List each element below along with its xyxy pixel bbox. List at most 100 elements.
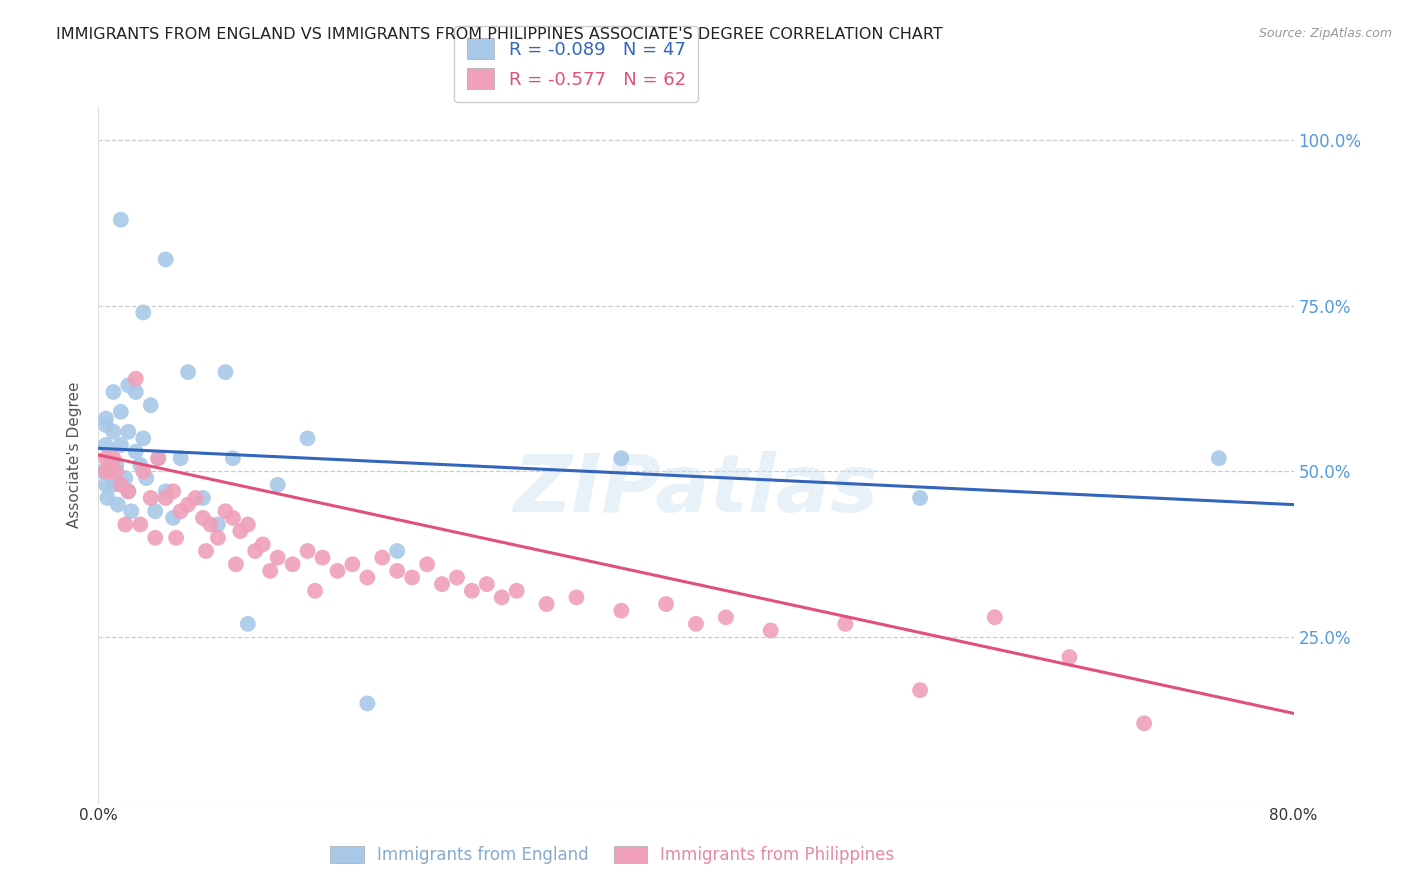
Point [908,683,931,698]
Point [759,624,782,638]
Point [143,504,166,518]
Point [135,471,157,485]
Point [117,484,139,499]
Point [207,531,229,545]
Text: ZIPatlas: ZIPatlas [513,450,879,529]
Point [506,583,529,598]
Point [148,451,170,466]
Point [401,570,423,584]
Point [225,558,247,572]
Point [103,477,125,491]
Point [222,511,245,525]
Point [103,451,125,466]
Point [714,610,737,624]
Point [385,544,409,558]
Point [114,517,136,532]
Point [117,425,139,439]
Point [536,597,558,611]
Point [155,484,177,499]
Point [129,517,152,532]
Point [297,431,319,445]
Point [236,517,259,532]
Point [155,491,177,505]
Point [91,465,114,479]
Point [297,544,319,558]
Point [155,252,177,267]
Point [908,491,931,505]
Point [207,517,229,532]
Point [94,477,117,491]
Point [834,616,856,631]
Point [97,465,120,479]
Point [120,504,142,518]
Point [311,550,333,565]
Point [110,212,132,227]
Point [105,458,128,472]
Point [103,425,125,439]
Point [125,372,148,386]
Point [461,583,484,598]
Point [195,544,218,558]
Text: IMMIGRANTS FROM ENGLAND VS IMMIGRANTS FROM PHILIPPINES ASSOCIATE'S DEGREE CORREL: IMMIGRANTS FROM ENGLAND VS IMMIGRANTS FR… [56,27,943,42]
Point [214,504,236,518]
Y-axis label: Associate's Degree: Associate's Degree [67,382,83,528]
Point [110,405,132,419]
Point [984,610,1007,624]
Point [129,458,152,472]
Point [110,477,132,491]
Point [162,484,184,499]
Point [446,570,468,584]
Point [267,477,290,491]
Point [685,616,707,631]
Text: Source: ZipAtlas.com: Source: ZipAtlas.com [1258,27,1392,40]
Point [356,570,378,584]
Point [610,451,633,466]
Point [132,465,155,479]
Point [281,558,304,572]
Point [98,465,122,479]
Point [326,564,349,578]
Point [371,550,394,565]
Point [491,591,513,605]
Point [165,531,187,545]
Point [191,511,214,525]
Point [169,504,191,518]
Point [565,591,588,605]
Point [125,444,148,458]
Point [214,365,236,379]
Point [98,458,122,472]
Point [184,491,207,505]
Point [655,597,678,611]
Point [103,384,125,399]
Point [342,558,364,572]
Point [177,498,200,512]
Point [416,558,439,572]
Point [107,498,129,512]
Point [143,531,166,545]
Point [105,465,128,479]
Point [304,583,326,598]
Point [94,411,117,425]
Point [125,384,148,399]
Point [356,697,378,711]
Point [94,438,117,452]
Point [132,305,155,319]
Point [94,465,117,479]
Point [191,491,214,505]
Point [430,577,453,591]
Point [117,484,139,499]
Point [162,511,184,525]
Point [94,418,117,433]
Point [475,577,498,591]
Point [96,491,118,505]
Point [139,398,162,412]
Point [245,544,267,558]
Point [132,431,155,445]
Point [1133,716,1156,731]
Point [114,471,136,485]
Point [139,491,162,505]
Point [1059,650,1081,665]
Legend: Immigrants from England, Immigrants from Philippines: Immigrants from England, Immigrants from… [330,846,894,864]
Point [610,604,633,618]
Point [229,524,252,538]
